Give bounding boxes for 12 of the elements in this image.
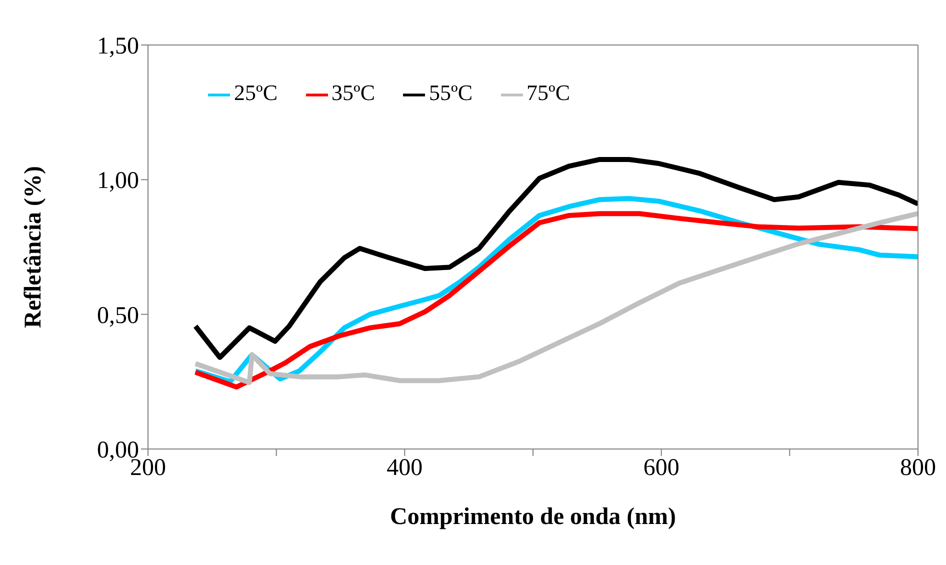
legend-label: 75ºC — [526, 80, 570, 105]
x-axis-title: Comprimento de onda (nm) — [390, 504, 676, 530]
y-tick-label: 1,00 — [97, 168, 139, 194]
x-tick-label: 800 — [900, 455, 936, 482]
x-tick-label: 600 — [643, 455, 680, 482]
x-tick-label: 400 — [386, 455, 423, 482]
y-tick-label: 1,50 — [97, 34, 139, 60]
legend-label: 35ºC — [332, 80, 375, 105]
y-tick-label: 0,50 — [97, 302, 139, 329]
y-axis-title: Refletância (%) — [20, 166, 47, 328]
legend-label: 55ºC — [429, 80, 472, 105]
legend-label: 25ºC — [234, 80, 278, 105]
